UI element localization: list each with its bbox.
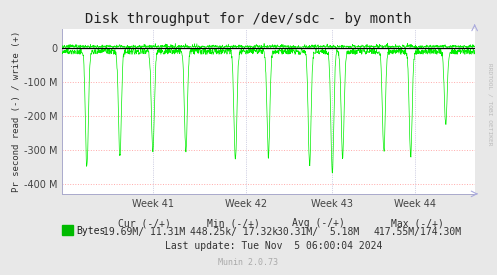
Text: RRDTOOL / TOBI OETIKER: RRDTOOL / TOBI OETIKER [487, 63, 492, 146]
Text: Disk throughput for /dev/sdc - by month: Disk throughput for /dev/sdc - by month [85, 12, 412, 26]
Text: Avg (-/+): Avg (-/+) [292, 218, 344, 228]
Text: 30.31M/  5.18M: 30.31M/ 5.18M [277, 227, 359, 237]
Text: 417.55M/174.30M: 417.55M/174.30M [373, 227, 462, 237]
Y-axis label: Pr second read (-) / write (+): Pr second read (-) / write (+) [12, 31, 21, 192]
Text: Munin 2.0.73: Munin 2.0.73 [219, 258, 278, 267]
Text: Cur (-/+): Cur (-/+) [118, 218, 170, 228]
Text: 19.69M/ 11.31M: 19.69M/ 11.31M [103, 227, 185, 237]
Text: Min (-/+): Min (-/+) [207, 218, 260, 228]
Text: Last update: Tue Nov  5 06:00:04 2024: Last update: Tue Nov 5 06:00:04 2024 [165, 241, 382, 251]
Text: 448.25k/ 17.32k: 448.25k/ 17.32k [189, 227, 278, 237]
Text: Max (-/+): Max (-/+) [391, 218, 444, 228]
Text: Bytes: Bytes [76, 226, 105, 236]
